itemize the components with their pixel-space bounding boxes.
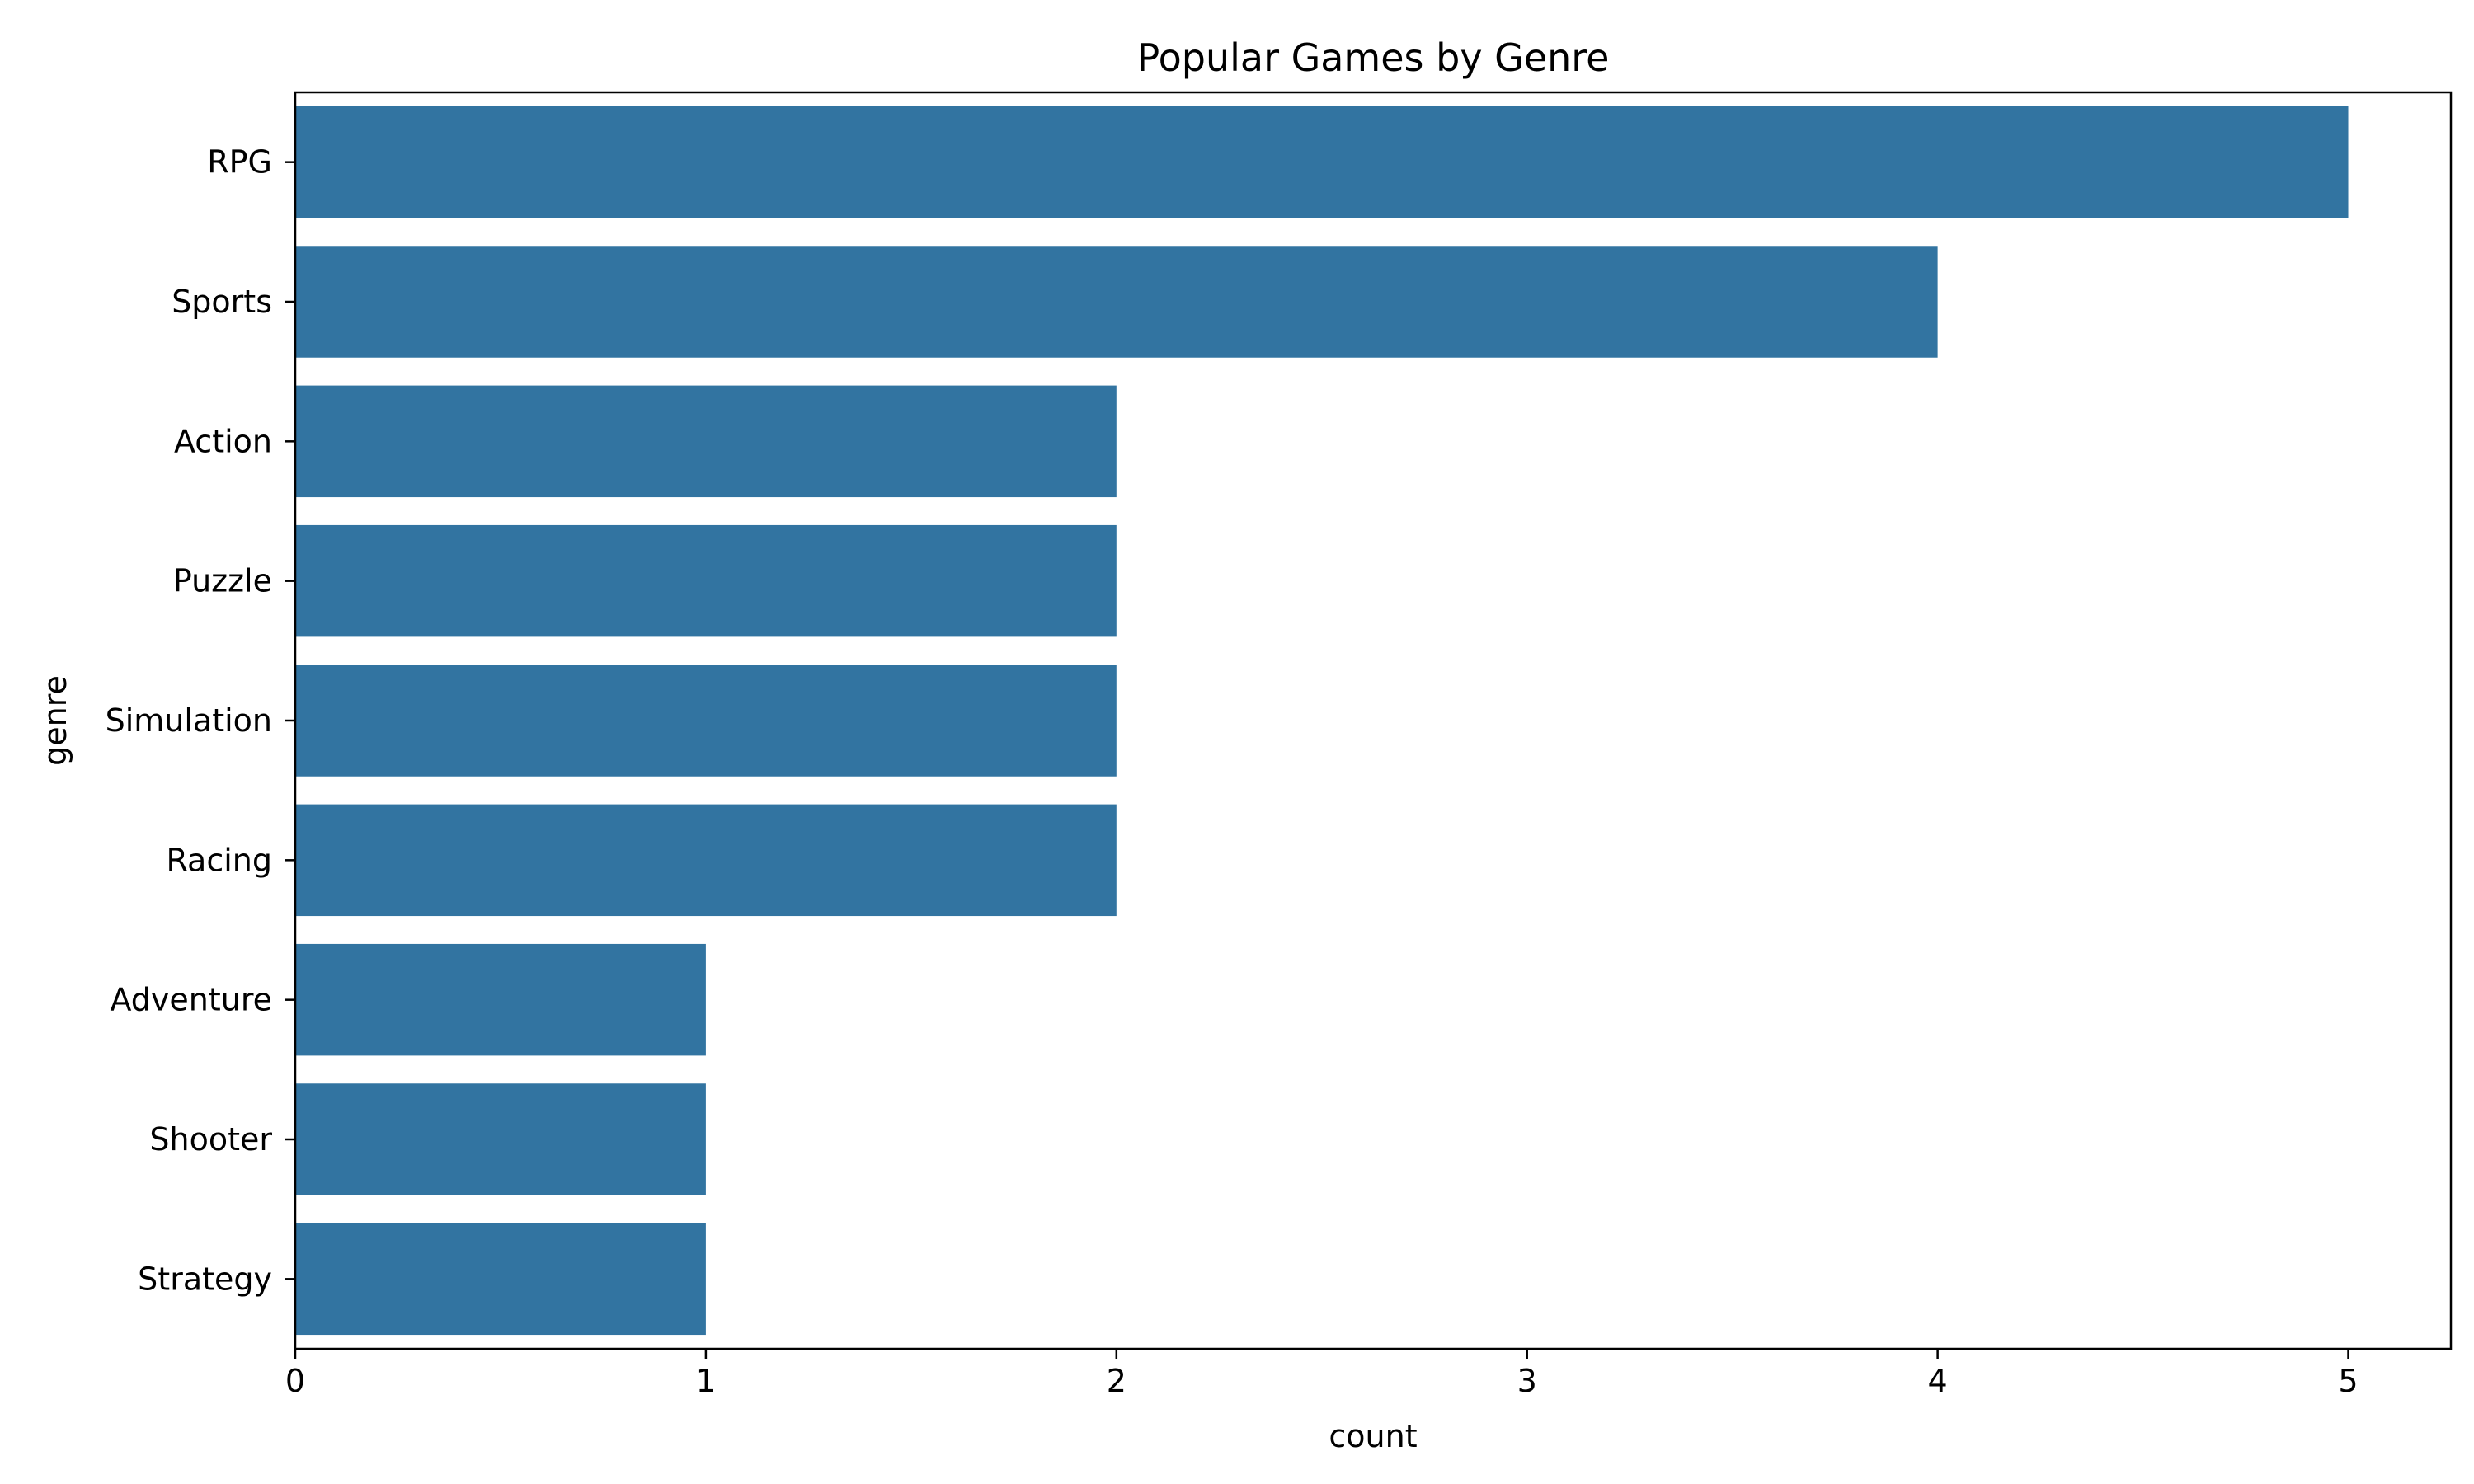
x-tick-label: 1: [696, 1363, 716, 1399]
x-axis-ticks: 0 1 2 3 4 5: [285, 1349, 2359, 1399]
y-axis-label: genre: [37, 675, 73, 766]
y-axis-ticks: RPG Sports Action Puzzle Simulation Racing Adv…: [106, 144, 295, 1297]
bars-layer: [295, 106, 2349, 1336]
x-tick-label: 0: [285, 1363, 305, 1399]
bar-strategy: [295, 1223, 706, 1336]
y-tick-label: Adventure: [110, 982, 272, 1018]
y-tick-label: Shooter: [149, 1121, 272, 1158]
y-tick-label: Sports: [172, 284, 272, 320]
y-tick-label: Puzzle: [173, 563, 272, 599]
bar-shooter: [295, 1083, 706, 1195]
x-tick-label: 3: [1517, 1363, 1537, 1399]
bar-adventure: [295, 943, 706, 1056]
bar-rpg: [295, 106, 2349, 218]
bar-puzzle: [295, 524, 1117, 637]
bar-racing: [295, 804, 1117, 917]
x-tick-label: 4: [1928, 1363, 1948, 1399]
x-axis-label: count: [1329, 1418, 1417, 1454]
chart-title: Popular Games by Genre: [1137, 35, 1610, 80]
bar-simulation: [295, 665, 1117, 777]
y-tick-label: Action: [174, 423, 272, 459]
x-tick-label: 5: [2338, 1363, 2358, 1399]
bar-action: [295, 385, 1117, 498]
x-tick-label: 2: [1107, 1363, 1126, 1399]
y-tick-label: RPG: [207, 144, 272, 181]
y-tick-label: Racing: [166, 842, 272, 878]
bar-sports: [295, 246, 1938, 358]
y-tick-label: Strategy: [138, 1261, 272, 1297]
plot-frame: [294, 91, 2453, 1350]
y-tick-label: Simulation: [106, 702, 272, 739]
